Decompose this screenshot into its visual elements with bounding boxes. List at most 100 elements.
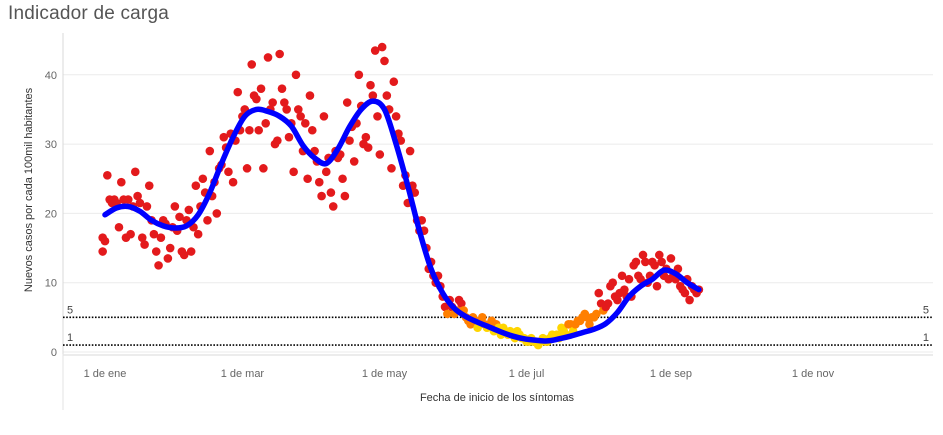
data-point: [203, 216, 212, 225]
data-point: [163, 254, 173, 263]
data-point: [135, 198, 145, 208]
data-point: [361, 132, 371, 142]
data-point: [142, 202, 152, 211]
data-point: [198, 174, 208, 184]
data-point: [608, 278, 618, 288]
reference-label-left: 1: [67, 332, 73, 344]
data-point: [291, 70, 301, 80]
data-point: [380, 56, 389, 66]
data-point: [638, 250, 648, 260]
x-tick-label: 1 de ene: [84, 368, 127, 380]
data-point: [366, 80, 375, 90]
data-point: [252, 94, 261, 104]
reference-lines: 5 5 1 1: [63, 304, 933, 346]
data-point: [277, 84, 287, 93]
data-point: [151, 247, 161, 256]
data-point: [405, 146, 415, 156]
data-point: [382, 91, 392, 100]
data-point: [594, 288, 604, 298]
data-point: [282, 105, 291, 114]
data-point: [284, 132, 294, 142]
data-point: [165, 243, 175, 253]
data-point: [117, 177, 126, 187]
data-point: [247, 60, 257, 69]
data-point: [303, 174, 312, 184]
data-point: [387, 164, 396, 173]
data-point: [338, 174, 347, 184]
data-point: [585, 319, 594, 329]
data-points: [98, 42, 704, 350]
data-point: [212, 209, 222, 218]
data-point: [370, 46, 380, 55]
data-point: [224, 167, 233, 177]
y-tick-label: 20: [45, 208, 57, 220]
data-point: [300, 119, 310, 128]
y-tick-label: 30: [45, 139, 57, 151]
data-point: [184, 205, 194, 215]
gridlines: [63, 74, 933, 353]
data-point: [305, 91, 315, 100]
data-point: [254, 125, 264, 135]
data-point: [114, 222, 124, 232]
x-tick-label: 1 de jul: [509, 368, 544, 380]
data-point: [657, 257, 666, 267]
data-point: [685, 295, 694, 305]
data-point: [613, 295, 622, 305]
data-point: [219, 132, 229, 142]
data-point: [307, 125, 317, 135]
data-point: [636, 274, 645, 284]
y-tick-label: 10: [45, 278, 57, 290]
data-point: [259, 164, 268, 173]
data-point: [123, 195, 133, 204]
data-point: [652, 281, 662, 291]
data-point: [603, 299, 613, 308]
data-point: [280, 98, 289, 107]
x-tick-label: 1 de may: [362, 368, 408, 380]
data-point: [98, 247, 107, 256]
data-point: [354, 70, 364, 80]
data-point: [620, 285, 629, 294]
data-point: [328, 202, 338, 211]
x-tick-label: 1 de nov: [792, 368, 835, 380]
data-point: [443, 309, 452, 319]
data-point: [170, 202, 180, 211]
data-point: [268, 98, 277, 107]
trend-layer: [102, 98, 702, 344]
data-point: [233, 87, 243, 97]
data-point: [126, 229, 135, 239]
data-point: [103, 170, 112, 180]
data-point: [137, 233, 147, 242]
data-point: [477, 313, 487, 322]
data-point: [273, 136, 282, 145]
data-point: [179, 250, 189, 260]
data-point: [140, 240, 149, 249]
data-point: [149, 229, 159, 239]
x-tick-label: 1 de mar: [221, 368, 265, 380]
reference-label-left: 5: [67, 304, 73, 316]
data-point: [317, 191, 326, 201]
data-point: [373, 112, 382, 121]
data-point: [391, 112, 401, 121]
y-axis-title: Nuevos casos por cada 100mil habitantes: [23, 87, 35, 292]
x-axis-title: Fecha de inicio de los síntomas: [420, 392, 575, 404]
data-point: [363, 143, 373, 152]
data-point: [133, 191, 142, 201]
data-point: [193, 229, 203, 239]
data-point: [349, 157, 359, 166]
x-tick-label: 1 de sep: [650, 368, 692, 380]
data-point: [130, 167, 140, 177]
reference-label-right: 1: [923, 332, 929, 344]
data-point: [228, 177, 238, 187]
data-point: [175, 212, 184, 222]
data-point: [440, 302, 450, 312]
data-point: [154, 261, 163, 270]
data-point: [326, 188, 336, 197]
data-point: [342, 98, 352, 107]
data-point: [100, 236, 110, 246]
data-point: [191, 181, 201, 190]
data-point: [345, 136, 354, 145]
data-point: [377, 42, 387, 52]
data-point: [666, 254, 676, 263]
data-point: [680, 288, 690, 298]
